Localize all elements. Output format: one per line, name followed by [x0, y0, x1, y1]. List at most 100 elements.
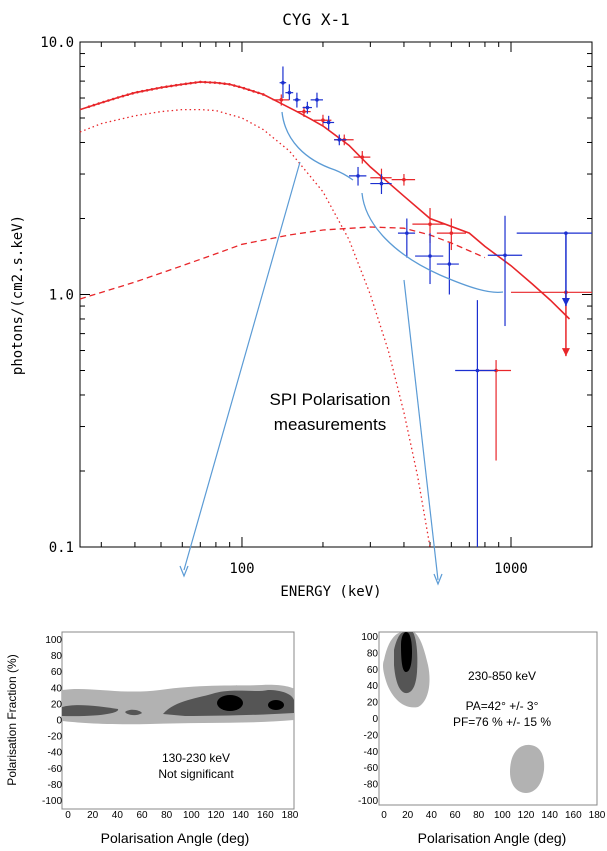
low-energy-point — [189, 81, 192, 85]
blue-data-point — [310, 92, 323, 108]
x-tick-label: 20 — [87, 810, 99, 821]
y-axis-label: Polarisation Fraction (%) — [5, 654, 19, 785]
y-tick-label: 80 — [367, 648, 379, 659]
point-marker — [428, 222, 432, 226]
point-marker — [305, 105, 310, 110]
y-tick-label: 100 — [361, 632, 378, 643]
point-marker — [360, 155, 365, 159]
y-tick-label: -40 — [48, 748, 63, 759]
red-data-point — [296, 106, 311, 117]
red-data-point — [391, 174, 416, 186]
low-energy-point — [237, 85, 241, 89]
point-marker — [295, 98, 299, 102]
x-axis-label: Polarisation Angle (deg) — [418, 830, 567, 846]
bracket-high-band — [361, 192, 504, 294]
model-powerlaw-curve — [79, 226, 486, 300]
x-tick-label: 80 — [161, 810, 173, 821]
low-energy-point — [213, 81, 217, 84]
y-tick-label: 20 — [51, 699, 63, 710]
model-thermal-curve — [79, 108, 431, 548]
y-tick-label: 80 — [51, 651, 63, 662]
low-energy-point — [228, 82, 231, 86]
low-energy-point — [145, 88, 149, 92]
low-energy-point — [194, 81, 197, 84]
low-energy-point — [92, 103, 96, 107]
contour-panel-high-energy: 0 20 40 60 80 100 120 140 160 180 100 80 60 40 20 0 -20 -… — [358, 631, 606, 846]
low-energy-point — [174, 83, 178, 87]
low-energy-point — [262, 93, 265, 96]
low-energy-point — [179, 83, 183, 86]
model-curves — [79, 80, 571, 548]
x-tick-label: 120 — [208, 810, 225, 821]
red-data-point — [436, 218, 466, 251]
y-tick-label: -60 — [48, 764, 63, 775]
low-energy-point — [199, 80, 202, 84]
point-marker — [379, 181, 384, 186]
red-data-point — [353, 151, 371, 164]
upper-limit-arrow — [561, 298, 570, 307]
low-energy-point — [160, 86, 163, 89]
contour-peak — [268, 700, 284, 710]
point-marker — [405, 231, 409, 235]
red-data-point — [272, 94, 290, 106]
blue-data-point — [302, 101, 312, 114]
y-tick-label: -20 — [364, 730, 379, 741]
x-tick-label: 0 — [381, 810, 387, 821]
y-tick-label: -100 — [358, 796, 378, 807]
x-tick-label: 1000 — [494, 561, 528, 577]
upper-limit-arrow — [561, 348, 570, 357]
polarisation-angle-result: PA=42° +/- 3° — [466, 699, 539, 713]
x-tick-label: 60 — [136, 810, 148, 821]
low-energy-point — [140, 89, 144, 93]
point-marker — [503, 253, 507, 258]
low-energy-point — [208, 81, 212, 84]
low-energy-point — [121, 94, 125, 98]
x-tick-label: 100 — [494, 810, 511, 821]
x-tick-label: 20 — [402, 810, 414, 821]
y-tick-label: -60 — [364, 763, 379, 774]
x-tick-label: 40 — [426, 810, 438, 821]
x-tick-label: 180 — [589, 810, 606, 821]
annotation-line: SPI Polarisation — [270, 390, 391, 409]
blue-data-point — [279, 66, 287, 99]
low-energy-point — [170, 84, 173, 88]
x-tick-label: 0 — [65, 810, 71, 821]
x-tick-label: 100 — [183, 810, 200, 821]
contour-panel-low-energy: 0 20 40 60 80 100 120 140 160 180 100 80 60 40 20 0 -20 -… — [5, 631, 299, 846]
y-tick-label: 40 — [51, 683, 63, 694]
chart-title: CYG X-1 — [282, 10, 349, 29]
blue-data-point — [397, 218, 416, 258]
energy-band-label: 130-230 keV — [162, 751, 230, 765]
low-energy-point — [97, 102, 100, 105]
x-axis-label: ENERGY (keV) — [280, 584, 381, 600]
point-marker — [315, 98, 319, 102]
blue-data-point — [436, 242, 459, 295]
blue-data-point — [370, 174, 392, 195]
blue-data-point — [516, 231, 592, 235]
axes: 0 20 40 60 80 100 120 140 160 180 100 80 60 40 20 0 -20 -… — [42, 635, 299, 821]
y-tick-label: 40 — [367, 681, 379, 692]
contour-secondary — [510, 744, 545, 793]
low-energy-point — [247, 88, 251, 92]
x-tick-label: 180 — [282, 810, 299, 821]
contour-regions — [383, 632, 545, 793]
point-marker — [402, 177, 406, 182]
low-energy-point — [184, 82, 188, 86]
pointer-arrow — [183, 161, 301, 571]
blue-data-point — [334, 134, 347, 146]
y-tick-label: -80 — [48, 780, 63, 791]
low-energy-point — [131, 92, 134, 95]
x-tick-label: 60 — [449, 810, 461, 821]
spectrum-chart: CYG X-1 100 1000 10.0 1.0 0.1 SPI Polarisati… — [10, 10, 593, 600]
point-marker — [337, 137, 342, 142]
low-energy-point — [203, 80, 207, 84]
contour-mid — [62, 705, 119, 717]
blue-data-point — [415, 233, 444, 285]
pointer-arrowhead — [433, 573, 443, 586]
y-tick-label: 0 — [372, 714, 378, 725]
data-points — [272, 66, 592, 547]
x-tick-label: 80 — [473, 810, 485, 821]
blue-data-point — [322, 115, 335, 130]
blue-data-point — [293, 92, 301, 108]
